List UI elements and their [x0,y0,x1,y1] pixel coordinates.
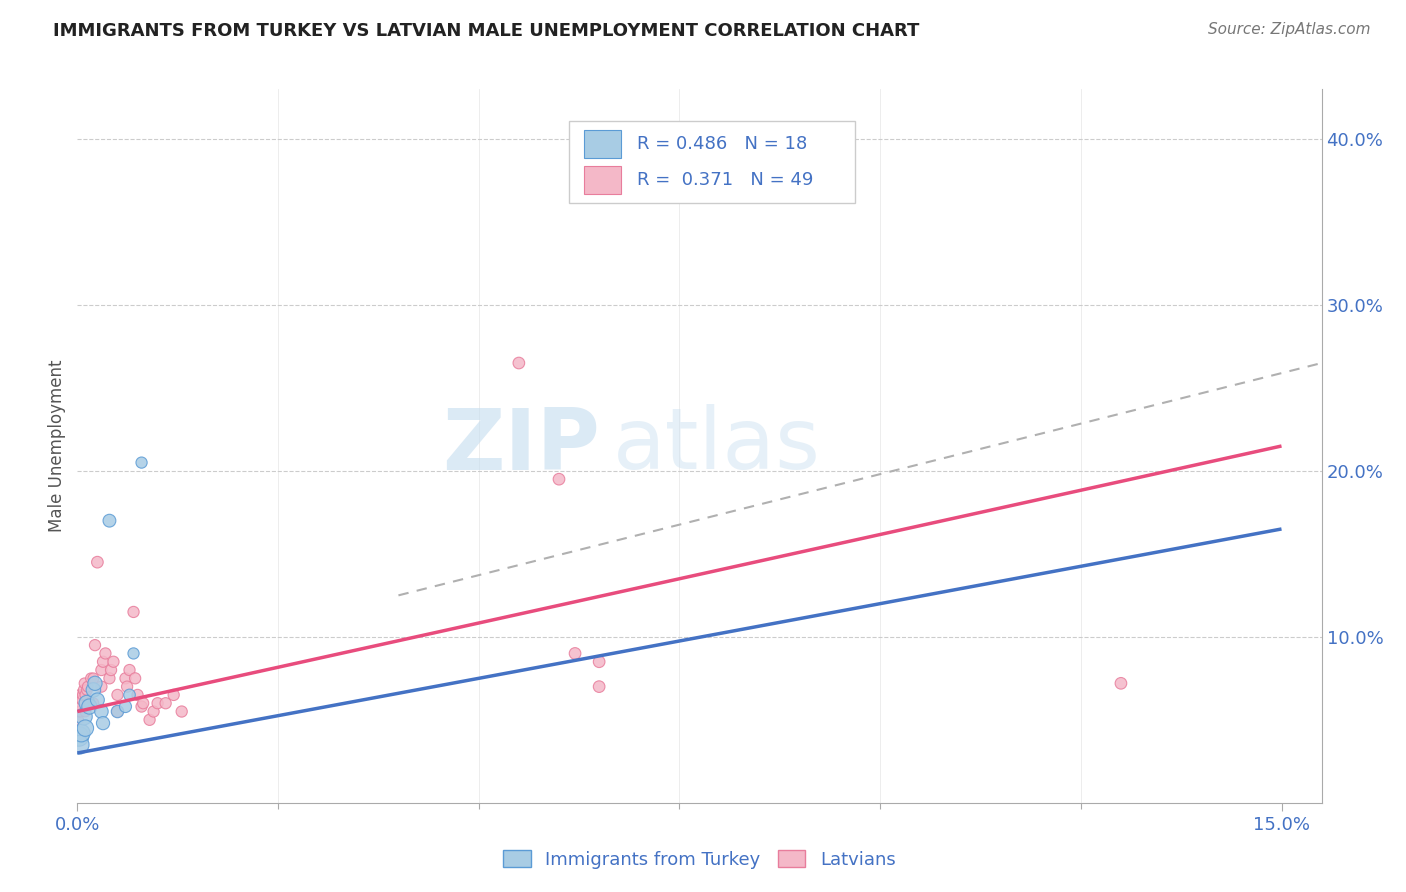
Point [90,705,112,719]
Point [67,713,90,727]
Text: Source: ZipAtlas.com: Source: ZipAtlas.com [1208,22,1371,37]
Point [82,696,104,710]
Point [69,688,91,702]
Point [69,705,91,719]
Point [94,647,117,661]
Point [73,682,96,697]
Y-axis label: Male Unemployment: Male Unemployment [48,359,66,533]
Point [122,605,145,619]
Point [1109,676,1132,690]
Point [70,693,93,707]
Point [69,705,91,719]
FancyBboxPatch shape [569,121,855,203]
Point [107,705,129,719]
Point [90,680,112,694]
Point [98,514,121,528]
Point [86,693,108,707]
Point [114,699,136,714]
Text: R =  0.371   N = 49: R = 0.371 N = 49 [637,171,814,189]
Point [82,682,104,697]
Point [138,713,160,727]
Text: IMMIGRANTS FROM TURKEY VS LATVIAN MALE UNEMPLOYMENT CORRELATION CHART: IMMIGRANTS FROM TURKEY VS LATVIAN MALE U… [53,22,920,40]
Point [508,356,530,370]
Text: R = 0.486   N = 18: R = 0.486 N = 18 [637,136,807,153]
Point [67,705,90,719]
Point [132,696,155,710]
Point [67,730,90,744]
Point [118,663,141,677]
Point [142,705,165,719]
Point [84,676,107,690]
Point [115,680,138,694]
Point [80,671,103,685]
Point [72,688,94,702]
Point [69,738,91,752]
Point [73,676,96,690]
Text: atlas: atlas [613,404,820,488]
Point [76,696,98,710]
Point [79,699,101,714]
Point [124,671,146,685]
Bar [583,130,621,159]
Point [122,647,145,661]
Point [91,716,114,731]
Point [84,638,107,652]
Point [588,680,610,694]
Point [90,663,112,677]
Point [564,647,586,661]
Bar [583,166,621,194]
Point [103,655,125,669]
Point [107,688,129,702]
Point [118,688,141,702]
Point [76,682,98,697]
Point [75,688,97,702]
Point [82,671,104,685]
Point [548,472,571,486]
Point [155,696,177,710]
Point [73,709,96,723]
Point [114,671,136,685]
Point [86,555,108,569]
Point [98,671,121,685]
Point [79,696,101,710]
Text: ZIP: ZIP [443,404,600,488]
Point [75,705,97,719]
Point [91,655,114,669]
Point [70,726,93,740]
Point [146,696,169,710]
Point [127,688,149,702]
Point [588,655,610,669]
Point [76,680,98,694]
Point [131,699,153,714]
Point [70,699,93,714]
Point [100,663,122,677]
Point [107,705,129,719]
Point [131,456,153,470]
Point [163,688,186,702]
Legend: Immigrants from Turkey, Latvians: Immigrants from Turkey, Latvians [496,843,903,876]
Point [170,705,193,719]
Point [75,721,97,735]
